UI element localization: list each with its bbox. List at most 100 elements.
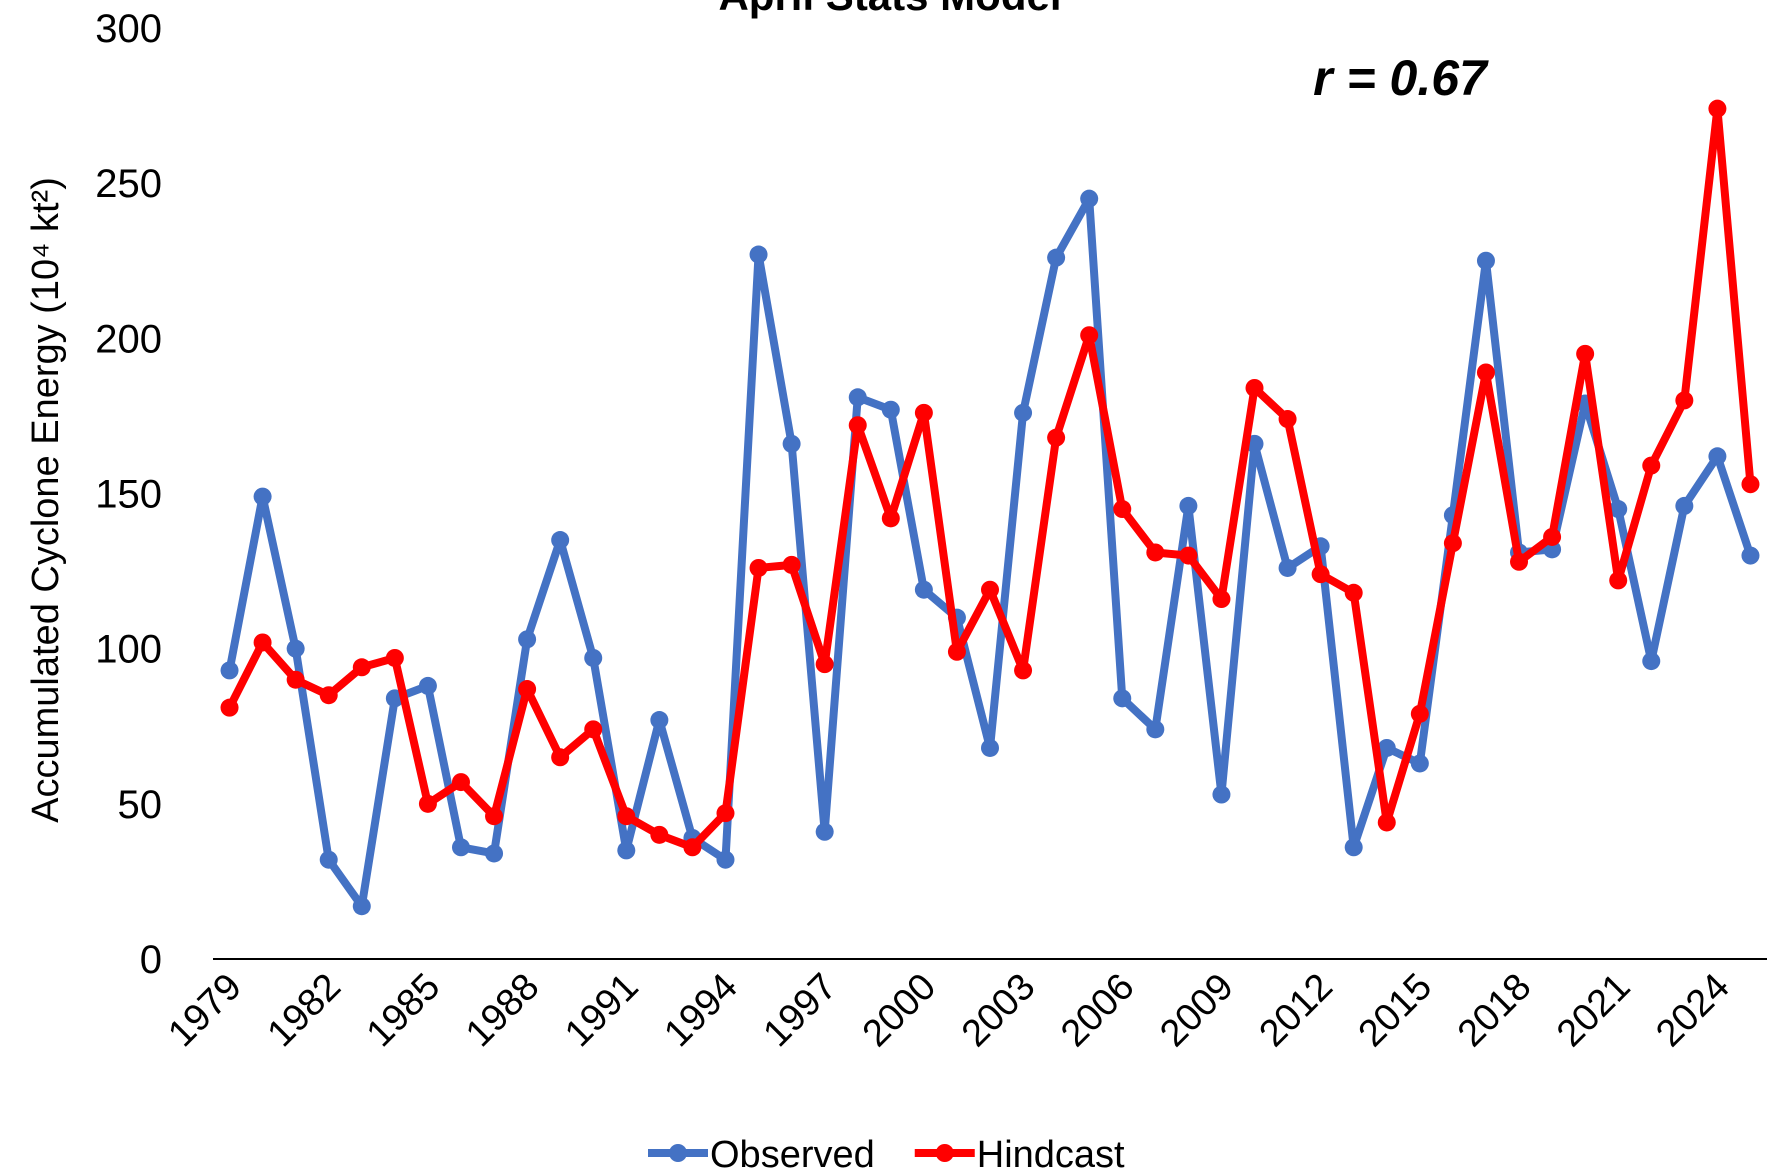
legend-marker <box>935 1144 954 1162</box>
y-tick-label: 50 <box>118 783 163 827</box>
data-point <box>1642 652 1661 671</box>
data-point <box>650 711 669 730</box>
chart-title: April Stats Model <box>718 0 1061 19</box>
data-point <box>683 838 702 857</box>
data-point <box>1113 689 1132 708</box>
data-point <box>220 661 239 680</box>
data-point <box>1047 248 1066 267</box>
data-point <box>1113 500 1132 519</box>
data-point <box>617 807 636 826</box>
data-point <box>253 633 272 652</box>
data-point <box>1675 496 1694 515</box>
data-point <box>319 850 338 869</box>
data-point <box>1708 447 1727 466</box>
data-point <box>451 838 470 857</box>
data-point <box>1476 363 1495 382</box>
data-point <box>220 698 239 717</box>
data-point <box>518 680 537 699</box>
y-axis-label: Accumulated Cyclone Energy (10⁴ kt²) <box>25 177 67 823</box>
x-tick-label: 2021 <box>1549 966 1638 1055</box>
data-point <box>1080 326 1099 345</box>
x-tick-label: 1988 <box>458 966 547 1055</box>
data-point <box>319 686 338 705</box>
data-point <box>782 434 801 453</box>
legend-label: Hindcast <box>977 1134 1125 1174</box>
data-point <box>1410 704 1429 723</box>
y-tick-label: 100 <box>95 628 162 672</box>
data-point <box>385 648 404 667</box>
data-point <box>352 897 371 916</box>
data-point <box>584 648 603 667</box>
data-point <box>881 400 900 419</box>
data-point <box>1708 99 1727 118</box>
data-point <box>1146 543 1165 562</box>
data-point <box>1245 378 1264 397</box>
data-point <box>716 804 735 823</box>
x-tick-label: 2003 <box>954 966 1043 1055</box>
data-point <box>1146 720 1165 739</box>
data-point <box>1675 391 1694 410</box>
data-point <box>749 558 768 577</box>
y-tick-label: 300 <box>95 7 162 51</box>
data-point <box>1609 500 1628 519</box>
data-point <box>253 487 272 506</box>
y-tick-label: 200 <box>95 317 162 361</box>
data-point <box>1344 838 1363 857</box>
data-point <box>1278 410 1297 429</box>
data-point <box>1014 403 1033 422</box>
data-point <box>551 531 570 550</box>
data-point <box>947 642 966 661</box>
annotation: r = 0.67 <box>1313 50 1489 106</box>
y-tick-label: 150 <box>95 473 162 517</box>
data-point <box>881 509 900 528</box>
legend-marker <box>669 1144 687 1162</box>
data-point <box>1014 661 1033 680</box>
data-point <box>914 580 933 599</box>
x-tick-label: 2018 <box>1450 966 1539 1055</box>
data-point <box>1377 813 1396 832</box>
data-point <box>1212 785 1231 804</box>
data-point <box>1344 583 1363 602</box>
data-point <box>1179 546 1198 565</box>
data-point <box>485 844 504 863</box>
data-point <box>981 580 999 599</box>
data-point <box>1741 546 1760 565</box>
data-point <box>1212 590 1231 609</box>
x-tick-label: 2015 <box>1351 966 1440 1055</box>
x-tick-label: 1979 <box>160 966 249 1055</box>
data-point <box>716 850 735 869</box>
data-point <box>1576 344 1595 363</box>
data-point <box>848 388 867 407</box>
data-point <box>1510 552 1529 571</box>
data-point <box>485 807 504 826</box>
data-point <box>1642 456 1661 475</box>
data-point <box>914 403 933 422</box>
data-point <box>848 416 867 435</box>
data-point <box>1476 251 1495 270</box>
data-point <box>815 822 834 841</box>
data-point <box>617 841 636 860</box>
x-tick-label: 2000 <box>855 966 944 1055</box>
data-point <box>749 245 768 264</box>
data-point <box>584 720 603 739</box>
data-point <box>518 630 537 649</box>
data-point <box>286 670 305 689</box>
data-point <box>1443 534 1462 553</box>
data-point <box>1179 496 1198 515</box>
x-tick-label: 1994 <box>656 966 745 1055</box>
data-point <box>418 676 437 695</box>
y-tick-label: 0 <box>140 938 162 982</box>
x-tick-label: 1991 <box>557 966 646 1055</box>
x-tick-label: 2006 <box>1053 966 1142 1055</box>
data-point <box>451 773 470 792</box>
x-tick-label: 1982 <box>260 966 349 1055</box>
data-point <box>1543 527 1562 546</box>
data-point <box>782 555 801 574</box>
x-tick-label: 2009 <box>1152 966 1241 1055</box>
data-point <box>352 658 371 677</box>
data-point <box>1278 558 1297 577</box>
data-point <box>286 639 305 658</box>
x-tick-label: 2024 <box>1648 966 1737 1055</box>
